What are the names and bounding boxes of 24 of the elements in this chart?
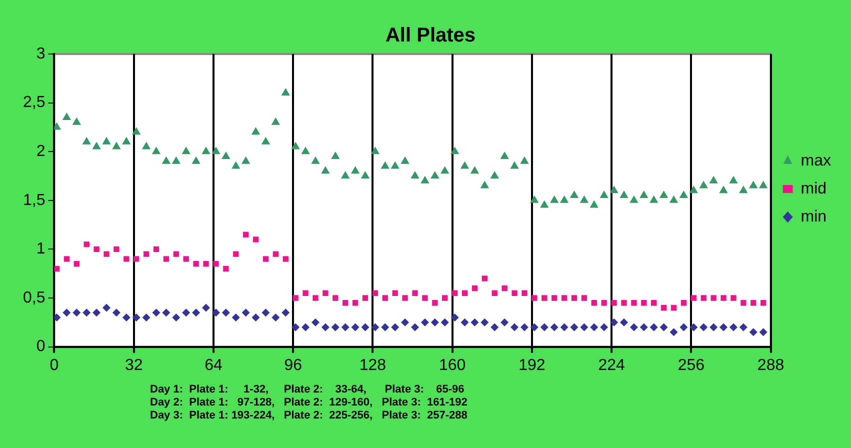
x-tick-label: 96 [284, 356, 302, 374]
y-tick-label: 0,5 [22, 289, 46, 306]
text: Day 3: Plate 1: 193-224, Plate 2: 225-256, Plate 3: 257-288 [150, 410, 468, 422]
legend-label: max [800, 152, 832, 170]
chart-title: All Plates [385, 24, 476, 47]
y-tick-label: 1 [36, 240, 46, 258]
text: Day 1: Plate 1: 1-32, Plate 2: 33-64, Plate 3: 65-96 [150, 384, 464, 396]
x-tick-label: 288 [757, 356, 784, 374]
x-tick-label: 0 [50, 356, 59, 374]
x-tick-label: 224 [598, 356, 625, 374]
x-tick-label: 32 [124, 356, 143, 374]
x-tick-label: 160 [438, 356, 466, 374]
x-tick-label: 256 [678, 356, 705, 374]
y-tick-label: 0 [36, 338, 46, 356]
y-tick-label: 1,5 [22, 192, 46, 209]
y-tick-label: 2 [36, 143, 46, 160]
legend-label: mid [800, 180, 827, 198]
legend-label: min [800, 208, 827, 226]
x-tick-label: 192 [518, 356, 546, 374]
text: Day 2: Plate 1: 97-128, Plate 2: 129-160, Plate 3: 161-192 [150, 396, 468, 409]
x-tick-label: 128 [359, 356, 386, 374]
x-tick-label: 64 [204, 356, 222, 374]
y-tick-label: 3 [36, 45, 46, 62]
y-tick-label: 2,5 [22, 94, 46, 112]
